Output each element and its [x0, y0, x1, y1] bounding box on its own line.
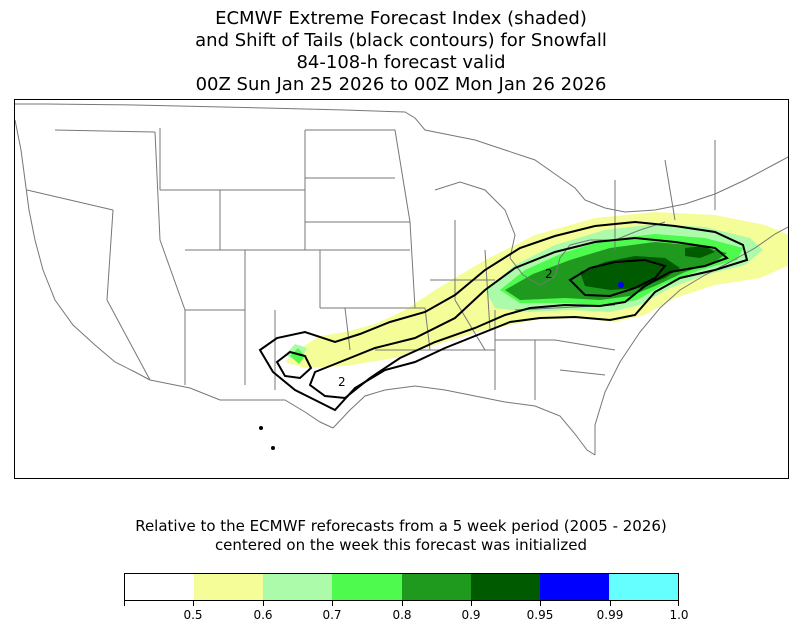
sot-contour-west [275, 350, 313, 380]
colorbar-segment [401, 574, 471, 600]
atlantic-coast [594, 226, 788, 455]
sot-contours [258, 220, 749, 412]
sot-contour-label-west: 2 [338, 375, 346, 389]
sot-contour-inner [568, 258, 667, 298]
colorbar-tick-label: 0.95 [526, 608, 554, 622]
title-line-4: 00Z Sun Jan 25 2026 to 00Z Mon Jan 26 20… [195, 74, 607, 95]
efi-shading [285, 212, 788, 368]
boundaries [15, 103, 788, 456]
colorbar-segment [539, 574, 609, 600]
colorbar-tick-label: 0.5 [183, 608, 203, 622]
colorbar-tick [678, 601, 679, 606]
colorbar-tick-label: 0.8 [392, 608, 412, 622]
efi-map: 2 2 [14, 99, 789, 479]
pacific-coast [15, 119, 151, 381]
colorbar-tick [193, 601, 194, 606]
sot-contour-middle [308, 236, 729, 400]
colorbar-tick [402, 601, 403, 606]
colorbar-tick-label: 0.7 [322, 608, 342, 622]
colorbar-segment [332, 574, 402, 600]
colorbar-tick [471, 601, 472, 606]
colorbar-tick [263, 601, 264, 606]
canada-border [15, 103, 788, 213]
note-line-2: centered on the week this forecast was i… [214, 536, 588, 554]
title-line-3: 84-108-h forecast valid [296, 52, 506, 73]
title-line-1: ECMWF Extreme Forecast Index (shaded) [215, 8, 587, 29]
colorbar-tick-label: 0.99 [596, 608, 624, 622]
colorbar-tick-label: 0.9 [461, 608, 481, 622]
sot-dot [259, 426, 263, 430]
colorbar-segment [263, 574, 333, 600]
colorbar-tick [332, 601, 333, 606]
title-line-2: and Shift of Tails (black contours) for … [195, 30, 607, 51]
reforecast-note: Relative to the ECMWF reforecasts from a… [0, 517, 802, 555]
efi-band-0.9 [580, 246, 715, 290]
colorbar-tick [540, 601, 541, 606]
gulf-coast [332, 385, 596, 456]
colorbar-segment [470, 574, 540, 600]
mexico-border [149, 379, 334, 429]
colorbar-segment [608, 574, 678, 600]
colorbar-tick [124, 601, 125, 606]
note-line-1: Relative to the ECMWF reforecasts from a… [135, 517, 667, 535]
colorbar-ticks: 0.5 0.6 0.7 0.8 0.9 0.95 0.99 1.0 [124, 601, 689, 631]
colorbar-tick-label: 0.6 [253, 608, 273, 622]
colorbar-tick-label: 1.0 [669, 608, 689, 622]
colorbar-segment [125, 574, 195, 600]
sot-contour-label-east: 2 [545, 267, 553, 281]
map-canvas: 2 2 [15, 103, 788, 456]
colorbar-tick [610, 601, 611, 606]
colorbar [124, 573, 679, 601]
efi-band-0.95-spot [618, 282, 624, 288]
chart-title: ECMWF Extreme Forecast Index (shaded) an… [0, 8, 802, 96]
colorbar-segment [194, 574, 264, 600]
sot-dot [271, 446, 275, 450]
sot-contour-outer [258, 220, 749, 412]
